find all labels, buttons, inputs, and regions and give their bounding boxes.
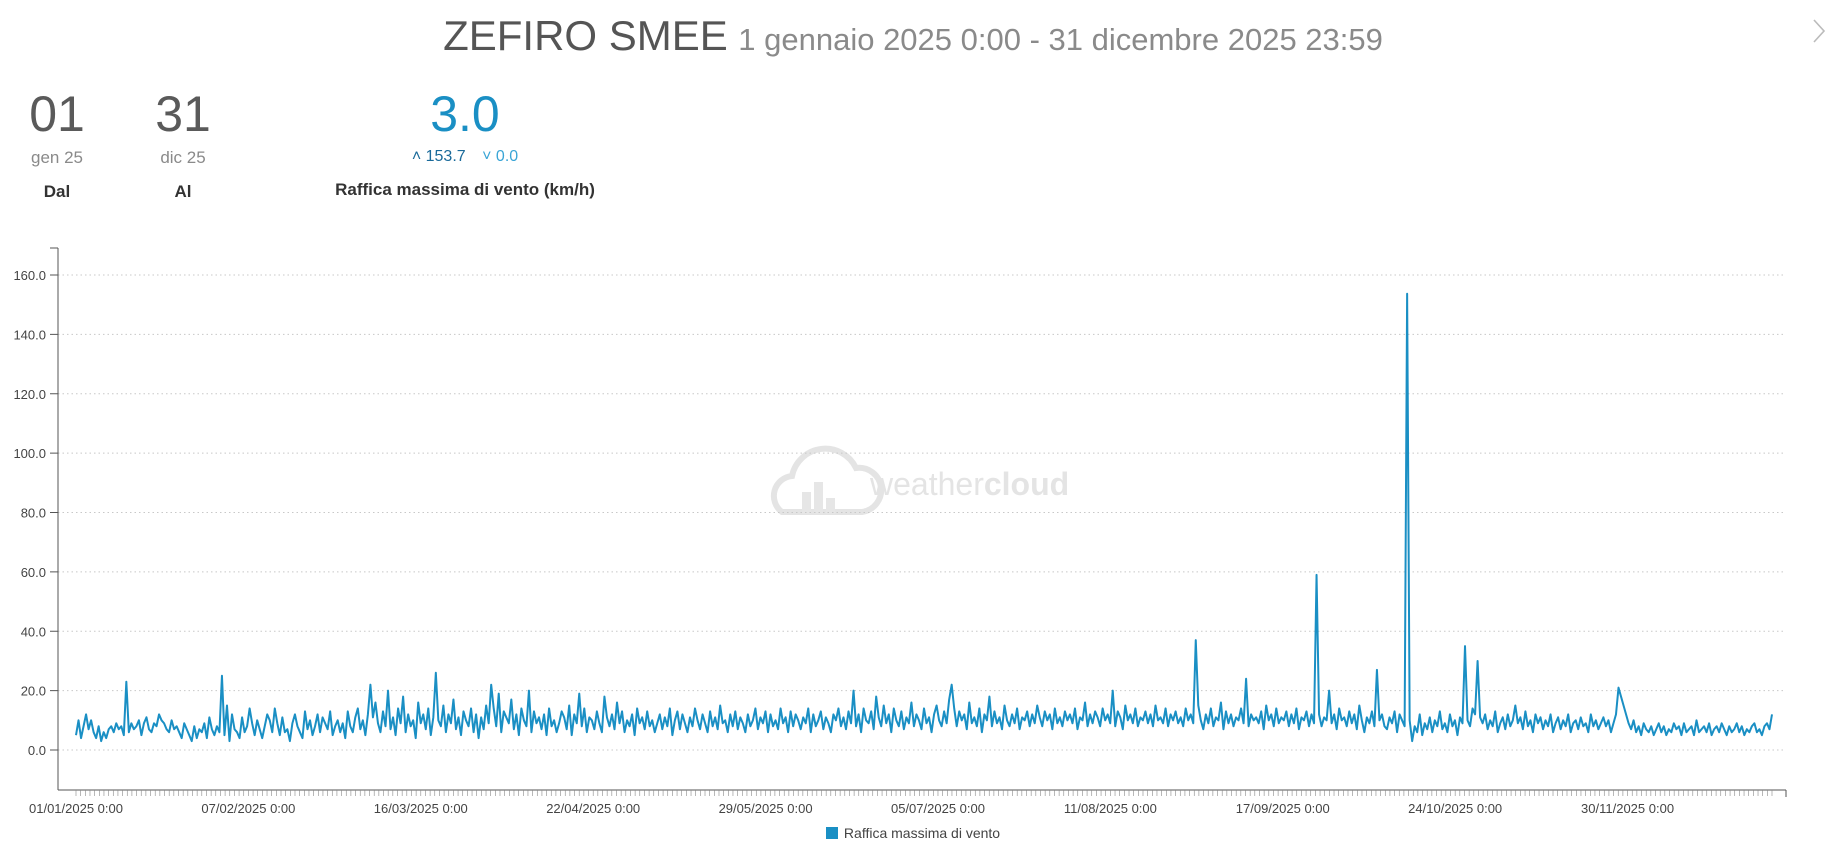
x-tick-label: 29/05/2025 0:00: [719, 801, 813, 816]
svg-text:weathercloud: weathercloud: [869, 466, 1069, 502]
stat-to-sub: dic 25: [160, 148, 206, 167]
stat-gust-minmax: ˄ 153.7 ˅ 0.0: [320, 148, 610, 166]
gust-max: ˄ 153.7: [412, 148, 466, 165]
stat-from-sub: gen 25: [31, 148, 83, 167]
station-name: ZEFIRO SMEE: [443, 12, 728, 59]
legend-swatch: [825, 827, 838, 839]
x-axis-minor-ticks: [75, 790, 1773, 796]
y-tick-label: 0.0: [28, 743, 46, 758]
weathercloud-watermark: weathercloud: [770, 445, 1069, 515]
y-tick-label: 160.0: [13, 268, 46, 283]
stat-to-label: Al: [174, 182, 192, 201]
x-tick-label: 17/09/2025 0:00: [1236, 801, 1330, 816]
y-tick-label: 100.0: [13, 446, 46, 461]
chevron-right-icon[interactable]: [1808, 16, 1826, 46]
x-tick-label: 24/10/2025 0:00: [1408, 801, 1502, 816]
stat-gust-label: Raffica massima di vento (km/h): [335, 180, 595, 199]
wind-gust-chart: weathercloud 0.0 20.0 40.0 60.0 80.0 100.0 120…: [13, 247, 1787, 816]
x-tick-label: 07/02/2025 0:00: [201, 801, 295, 816]
gust-min: ˅ 0.0: [482, 148, 518, 165]
y-tick-label: 140.0: [13, 327, 46, 342]
x-tick-label: 11/08/2025 0:00: [1064, 801, 1157, 816]
watermark-text-light: weather: [869, 466, 984, 502]
stat-gust: 3.0 ˄ 153.7 ˅ 0.0 Raffica massima di ven…: [320, 86, 610, 200]
y-tick-label: 80.0: [21, 506, 46, 521]
x-axis-labels: 01/01/2025 0:00 07/02/2025 0:00 16/03/2025…: [29, 801, 1674, 816]
x-tick-label: 16/03/2025 0:00: [374, 801, 468, 816]
x-tick-label: 01/01/2025 0:00: [29, 801, 123, 816]
series-group: [75, 292, 1773, 743]
chart-legend[interactable]: Raffica massima di vento: [0, 825, 1826, 841]
x-tick-label: 30/11/2025 0:00: [1581, 801, 1674, 816]
y-axis-labels: 0.0 20.0 40.0 60.0 80.0 100.0 120.0 140.0 160.0: [13, 268, 46, 758]
chart-header: ZEFIRO SMEE 1 gennaio 2025 0:00 - 31 dic…: [0, 0, 1826, 70]
stat-from-value: 01: [29, 86, 85, 142]
chevron-up-icon: ˄: [411, 148, 422, 165]
x-tick-label: 22/04/2025 0:00: [546, 801, 640, 816]
watermark-text-bold: cloud: [984, 466, 1069, 502]
chevron-down-icon: ˅: [482, 148, 492, 165]
y-tick-label: 40.0: [21, 624, 46, 639]
stat-gust-value: 3.0: [430, 86, 500, 142]
legend-label: Raffica massima di vento: [843, 825, 1001, 841]
y-tick-label: 60.0: [21, 565, 46, 580]
gust-max-value: 153.7: [425, 148, 466, 165]
x-tick-label: 05/07/2025 0:00: [891, 801, 985, 816]
stat-to: 31 dic 25 Al: [146, 86, 220, 202]
chart-grid: [50, 274, 1786, 751]
series-line[interactable]: [75, 292, 1773, 743]
y-tick-label: 120.0: [13, 387, 46, 402]
stat-to-value: 31: [155, 86, 211, 142]
page-title: ZEFIRO SMEE 1 gennaio 2025 0:00 - 31 dic…: [0, 12, 1826, 60]
stat-from: 01 gen 25 Dal: [20, 86, 94, 202]
y-tick-label: 20.0: [21, 684, 46, 699]
cloud-icon: [770, 445, 885, 515]
date-range: 1 gennaio 2025 0:00 - 31 dicembre 2025 2…: [738, 22, 1383, 57]
gust-min-value: 0.0: [495, 148, 519, 165]
stat-from-label: Dal: [43, 182, 71, 201]
